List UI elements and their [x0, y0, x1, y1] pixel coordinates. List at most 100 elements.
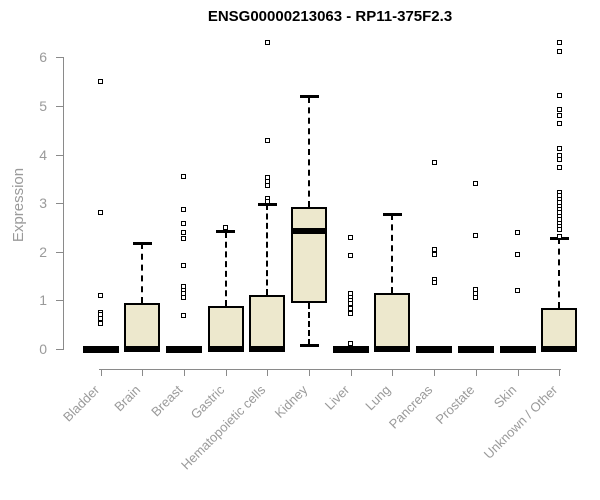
upper-whisker-line — [391, 214, 394, 294]
outlier-point — [181, 295, 187, 301]
y-axis-tick-label: 3 — [39, 195, 47, 212]
outlier-point — [223, 224, 229, 230]
outlier-point — [181, 235, 187, 241]
x-axis-tick — [392, 369, 394, 376]
box — [374, 293, 411, 349]
median-line — [332, 345, 369, 353]
upper-whisker-line — [266, 204, 269, 296]
outlier-point — [264, 40, 270, 46]
upper-whisker-line — [308, 96, 310, 207]
outlier-point — [556, 145, 562, 151]
box — [541, 308, 578, 349]
outlier-point — [431, 251, 437, 257]
outlier-point — [181, 263, 187, 269]
outlier-point — [348, 305, 354, 311]
outlier-point — [431, 280, 437, 286]
upper-whisker-cap — [382, 212, 402, 216]
outlier-point — [181, 220, 187, 226]
outlier-point — [473, 233, 479, 239]
y-axis-tick-label: 2 — [39, 243, 47, 260]
outlier-point — [181, 206, 187, 212]
x-axis-tick — [100, 369, 102, 376]
x-axis-tick — [267, 369, 269, 376]
outlier-point — [181, 230, 187, 236]
median-line — [165, 345, 202, 353]
y-axis-tick — [56, 300, 63, 302]
outlier-point — [556, 227, 562, 233]
x-axis-tick — [559, 369, 561, 376]
outlier-point — [556, 49, 562, 55]
outlier-point — [98, 78, 103, 84]
box — [291, 206, 327, 304]
box — [207, 305, 244, 349]
lower-whisker-cap — [299, 343, 319, 347]
y-axis-tick-label: 1 — [39, 292, 47, 309]
y-axis-tick — [56, 203, 63, 205]
box — [124, 302, 161, 349]
median-line — [291, 227, 327, 234]
outlier-point — [556, 157, 562, 163]
upper-whisker-cap — [132, 241, 152, 245]
median-line — [207, 346, 244, 352]
y-axis-tick — [56, 251, 63, 253]
y-axis-tick — [56, 106, 63, 107]
y-axis-tick-label: 5 — [39, 98, 47, 114]
outlier-point — [348, 311, 354, 317]
outlier-point — [98, 320, 103, 326]
y-axis-tick-label: 0 — [39, 341, 47, 357]
chart-title: ENSG00000213063 - RP11-375F2.3 — [207, 8, 453, 25]
median-line — [457, 345, 494, 353]
outlier-point — [556, 234, 562, 240]
outlier-point — [556, 121, 562, 127]
upper-whisker-cap — [257, 202, 277, 206]
outlier-point — [264, 182, 270, 188]
x-axis-tick — [225, 369, 227, 376]
outlier-point — [264, 138, 270, 144]
x-axis-tick — [350, 369, 352, 376]
box — [249, 295, 286, 349]
outlier-point — [556, 93, 562, 99]
y-axis-tick — [56, 154, 63, 156]
outlier-point — [515, 229, 520, 235]
outlier-point — [181, 290, 187, 296]
outlier-point — [98, 210, 103, 216]
median-line — [499, 345, 536, 353]
y-axis-tick-label: 6 — [39, 49, 47, 66]
outlier-point — [348, 234, 354, 240]
x-axis-tick — [475, 369, 477, 376]
outlier-point — [556, 107, 562, 113]
outlier-point — [431, 159, 437, 165]
median-line — [82, 345, 119, 353]
upper-whisker-line — [141, 243, 144, 303]
y-axis-tick — [56, 349, 63, 350]
x-axis-tick — [142, 369, 144, 376]
outlier-point — [556, 164, 562, 170]
outlier-point — [98, 315, 103, 321]
outlier-point — [348, 340, 354, 346]
x-axis-tick — [309, 369, 310, 376]
outlier-point — [98, 292, 103, 298]
y-axis-tick-label: 4 — [39, 146, 47, 163]
outlier-point — [515, 287, 520, 293]
x-axis-line — [99, 369, 561, 370]
outlier-point — [473, 181, 479, 187]
upper-whisker-line — [224, 231, 227, 306]
outlier-point — [181, 313, 187, 319]
y-axis-line — [63, 57, 64, 350]
x-axis-tick — [517, 369, 519, 376]
upper-whisker-cap — [216, 230, 236, 234]
outlier-point — [348, 253, 354, 259]
median-line — [124, 346, 161, 352]
median-line — [374, 346, 411, 352]
outlier-point — [515, 251, 520, 257]
median-line — [541, 346, 578, 352]
outlier-point — [264, 198, 270, 204]
x-axis-tick — [434, 369, 436, 376]
upper-whisker-cap — [299, 95, 319, 99]
outlier-point — [556, 152, 562, 158]
median-line — [416, 345, 453, 353]
median-line — [249, 346, 286, 352]
outlier-point — [556, 112, 562, 118]
